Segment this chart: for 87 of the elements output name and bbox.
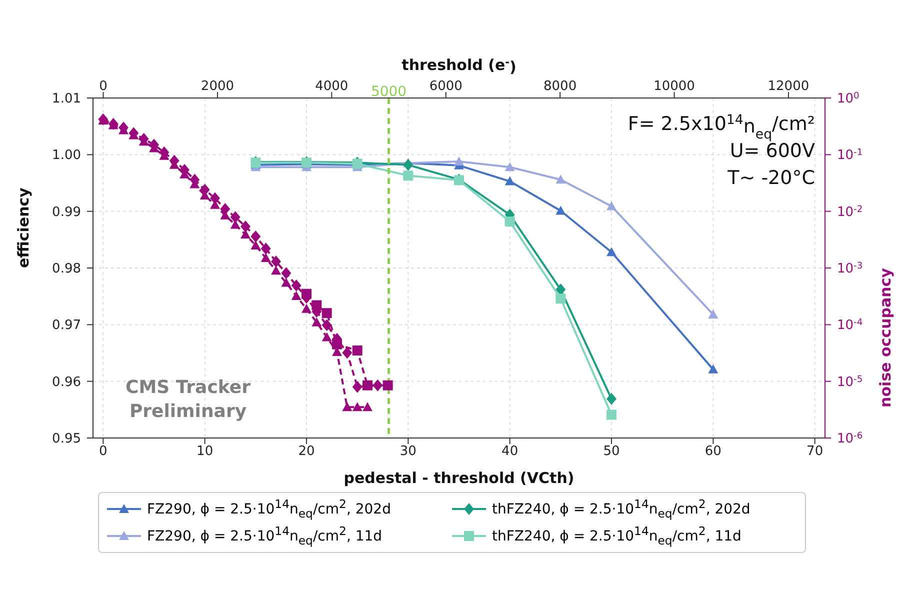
x-tick-label: 70 xyxy=(806,444,824,460)
y-tick-label: 0.96 xyxy=(52,374,81,390)
point xyxy=(250,240,261,250)
point xyxy=(403,170,414,181)
point xyxy=(362,402,372,412)
y-tick-label: 0.99 xyxy=(52,204,81,220)
point xyxy=(260,253,271,262)
x2-axis-title: threshold (e$^{-}$) xyxy=(402,56,516,76)
point xyxy=(372,379,383,392)
point xyxy=(454,156,464,166)
point xyxy=(504,216,515,227)
y2-tick-label: 10$^{0}$ xyxy=(837,91,860,107)
y-tick-label: 0.95 xyxy=(52,432,81,447)
point xyxy=(403,158,414,171)
point xyxy=(708,364,718,374)
point xyxy=(322,332,332,342)
x2-tick-label: 0 xyxy=(99,79,108,94)
point xyxy=(260,242,271,255)
x2-tick-label: 2000 xyxy=(200,79,234,94)
x2-tick-label: 4000 xyxy=(315,79,348,94)
x-tick-label: 40 xyxy=(502,444,518,460)
legend-label: thFZ240, ϕ = 2.5·10$^{14}$n$_{eq}$/cm$^{2}$, 202d xyxy=(492,497,750,520)
y2-tick-label: 10$^{-5}$ xyxy=(837,374,863,390)
y-axis-title: efficiency xyxy=(14,187,32,268)
point xyxy=(291,280,302,292)
x2-tick-label: 8000 xyxy=(544,79,577,94)
point xyxy=(240,220,250,232)
point xyxy=(312,300,322,310)
point xyxy=(606,392,616,405)
x-tick-label: 10 xyxy=(196,444,214,460)
point xyxy=(606,201,616,210)
ref-line-label: 5000 xyxy=(370,84,407,100)
point xyxy=(322,319,332,332)
point xyxy=(556,174,566,184)
y2-tick-label: 10$^{-6}$ xyxy=(837,431,863,447)
x-tick-label: 20 xyxy=(298,444,315,460)
point xyxy=(606,410,616,420)
point xyxy=(382,380,393,390)
y-tick-label: 0.98 xyxy=(52,262,81,277)
y-tick-label: 0.97 xyxy=(52,318,81,334)
annotation: T~ -20°C xyxy=(726,167,815,189)
point xyxy=(281,267,292,280)
point xyxy=(322,308,332,318)
point xyxy=(352,346,362,356)
annotation: F= 2.5x10$^{14}$n$_{eq}$/cm² xyxy=(628,113,815,143)
point xyxy=(302,304,312,313)
point xyxy=(708,309,718,318)
point xyxy=(281,278,292,287)
point xyxy=(291,291,302,300)
x-tick-label: 60 xyxy=(704,444,722,460)
x2-tick-label: 12000 xyxy=(768,79,810,94)
point xyxy=(342,402,352,412)
y2-tick-label: 10$^{-3}$ xyxy=(837,261,863,277)
point xyxy=(312,317,322,326)
point xyxy=(606,247,616,256)
x-axis-title: pedestal - threshold (VCth) xyxy=(344,469,574,487)
point xyxy=(556,206,566,215)
y-tick-label: 1.01 xyxy=(52,92,81,107)
point xyxy=(504,162,515,172)
legend-label: FZ290, ϕ = 2.5·10$^{14}$n$_{eq}$/cm$^{2}$, 11d xyxy=(147,524,382,548)
x-tick-label: 30 xyxy=(400,444,416,460)
x-tick-label: 50 xyxy=(603,444,620,460)
point xyxy=(352,380,362,393)
point xyxy=(556,294,566,304)
point xyxy=(504,176,515,186)
y2-tick-label: 10$^{-2}$ xyxy=(837,204,863,220)
point xyxy=(271,266,281,275)
point xyxy=(342,346,352,359)
legend-label: FZ290, ϕ = 2.5·10$^{14}$n$_{eq}$/cm$^{2}$, 202d xyxy=(147,497,391,520)
point xyxy=(240,230,250,239)
annotation: CMS Tracker Preliminary xyxy=(126,377,251,422)
y2-axis-title: noise occupancy xyxy=(876,268,894,408)
point xyxy=(230,211,240,224)
x2-tick-label: 10000 xyxy=(654,79,695,94)
point xyxy=(332,339,342,350)
annotation: U= 600V xyxy=(730,140,815,162)
point xyxy=(362,380,372,390)
x2-tick-label: 6000 xyxy=(429,79,462,94)
point xyxy=(250,230,261,242)
point xyxy=(352,402,362,412)
point xyxy=(271,256,281,268)
legend-label: thFZ240, ϕ = 2.5·10$^{14}$n$_{eq}$/cm$^{2}$, 11d xyxy=(492,524,742,548)
point xyxy=(302,288,312,299)
x-tick-label: 0 xyxy=(99,444,108,460)
y2-tick-label: 10$^{-4}$ xyxy=(837,318,863,334)
y2-tick-label: 10$^{-1}$ xyxy=(837,148,863,164)
y-tick-label: 1.00 xyxy=(52,148,81,164)
